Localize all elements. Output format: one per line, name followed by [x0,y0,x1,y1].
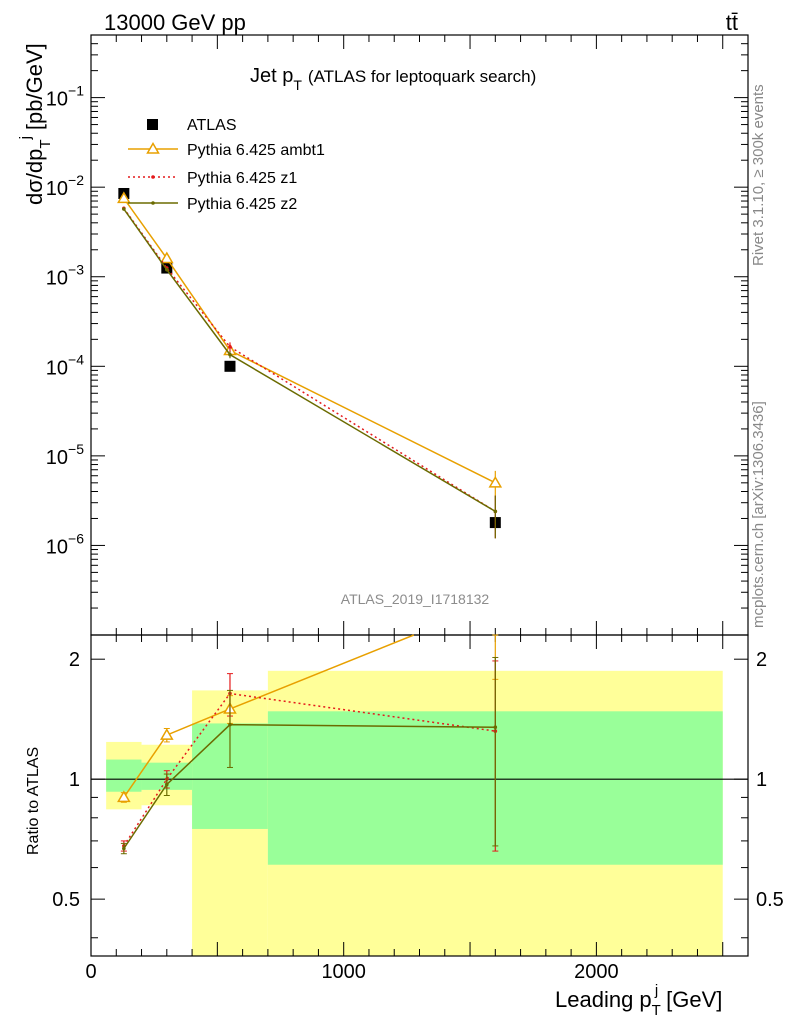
ratio-marker-pythia-6-425-z2 [228,722,232,727]
marker-pythia-6-425-ambt1 [488,475,503,488]
marker-pythia-6-425-z2 [122,207,126,211]
y-tick-label-2: 10−3 [46,262,84,290]
ratio-y-tick-label-right-2: 2 [756,649,767,671]
legend-label-ambt1: Pythia 6.425 ambt1 [187,142,325,159]
series-line-pythia-6-425-z1 [123,207,496,513]
ratio-axes: 0.5 0.5 1 1 2 2 0 1000 2000 [52,635,784,983]
series-line-pythia-6-425-z2 [123,208,496,513]
ratio-marker-pythia-6-425-z2 [493,725,498,730]
marker-pythia-6-425-ambt1 [160,251,174,264]
x-axis-label: Leading pTj [GeV] [555,982,722,1019]
ratio-series [117,634,499,855]
mcplots-label: mcplots.cern.ch [arXiv:1306.3436] [750,401,767,628]
series-line-pythia-6-425-ambt1 [123,197,496,484]
x-tick-label-0: 0 [85,961,96,983]
stat-band-0 [106,759,142,792]
y-tick-label-4: 10−5 [46,441,84,469]
ratio-y-tick-label-left-0: 0.5 [52,889,80,911]
ratio-line-pythia-6-425-z2 [123,723,496,849]
marker-pythia-6-425-z2 [165,267,169,272]
analysis-watermark: ATLAS_2019_I1718132 [341,591,490,607]
y-tick-label-0: 10−1 [46,83,84,111]
main-series [117,187,503,539]
legend-marker-atlas [147,119,158,130]
main-axes: 10−1 10−2 10−3 10−4 10−5 10−6 [46,34,749,636]
marker-pythia-6-425-ambt1 [117,191,131,204]
main-title: Jet pT (ATLAS for leptoquark search) [250,65,536,93]
ratio-marker-pythia-6-425-ambt1 [160,728,174,740]
x-tick-label-2: 2000 [574,961,619,983]
rivet-label: Rivet 3.1.10, ≥ 300k events [750,84,767,266]
ratio-y-tick-label-right-1: 1 [756,769,767,791]
x-tick-label-1: 1000 [321,961,366,983]
legend-marker-ambt1 [146,142,160,154]
ratio-marker-pythia-6-425-z2 [165,782,169,787]
ratio-bands [106,670,723,956]
ratio-marker-pythia-6-425-z2 [122,846,126,851]
legend-label-atlas: ATLAS [187,117,237,134]
marker-pythia-6-425-z2 [493,509,498,514]
legend-label-z1: Pythia 6.425 z1 [187,170,297,187]
marker-pythia-6-425-z2 [228,352,232,357]
legend: ATLAS Pythia 6.425 ambt1 Pythia 6.425 z1… [128,117,325,213]
energy-label: 13000 GeV pp [104,10,246,35]
ratio-y-tick-label-left-1: 1 [69,769,80,791]
ratio-y-label: Ratio to ATLAS [25,747,42,855]
data-point-atlas [224,360,236,372]
ratio-line-pythia-6-425-ambt1 [123,634,415,798]
process-label: tt̄ [726,10,738,35]
legend-marker-z2 [151,201,155,205]
y-tick-label-1: 10−2 [46,172,84,200]
main-y-label: dσ/dpTj[pb/GeV] [17,43,54,205]
y-tick-label-5: 10−6 [46,530,84,558]
ratio-marker-pythia-6-425-ambt1 [117,790,131,803]
marker-pythia-6-425-z1 [228,345,232,349]
y-tick-label-3: 10−4 [46,351,84,379]
legend-label-z2: Pythia 6.425 z2 [187,196,297,213]
ratio-y-tick-label-left-2: 2 [69,649,80,671]
legend-marker-z1 [151,175,155,179]
ratio-y-tick-label-right-0: 0.5 [756,889,784,911]
